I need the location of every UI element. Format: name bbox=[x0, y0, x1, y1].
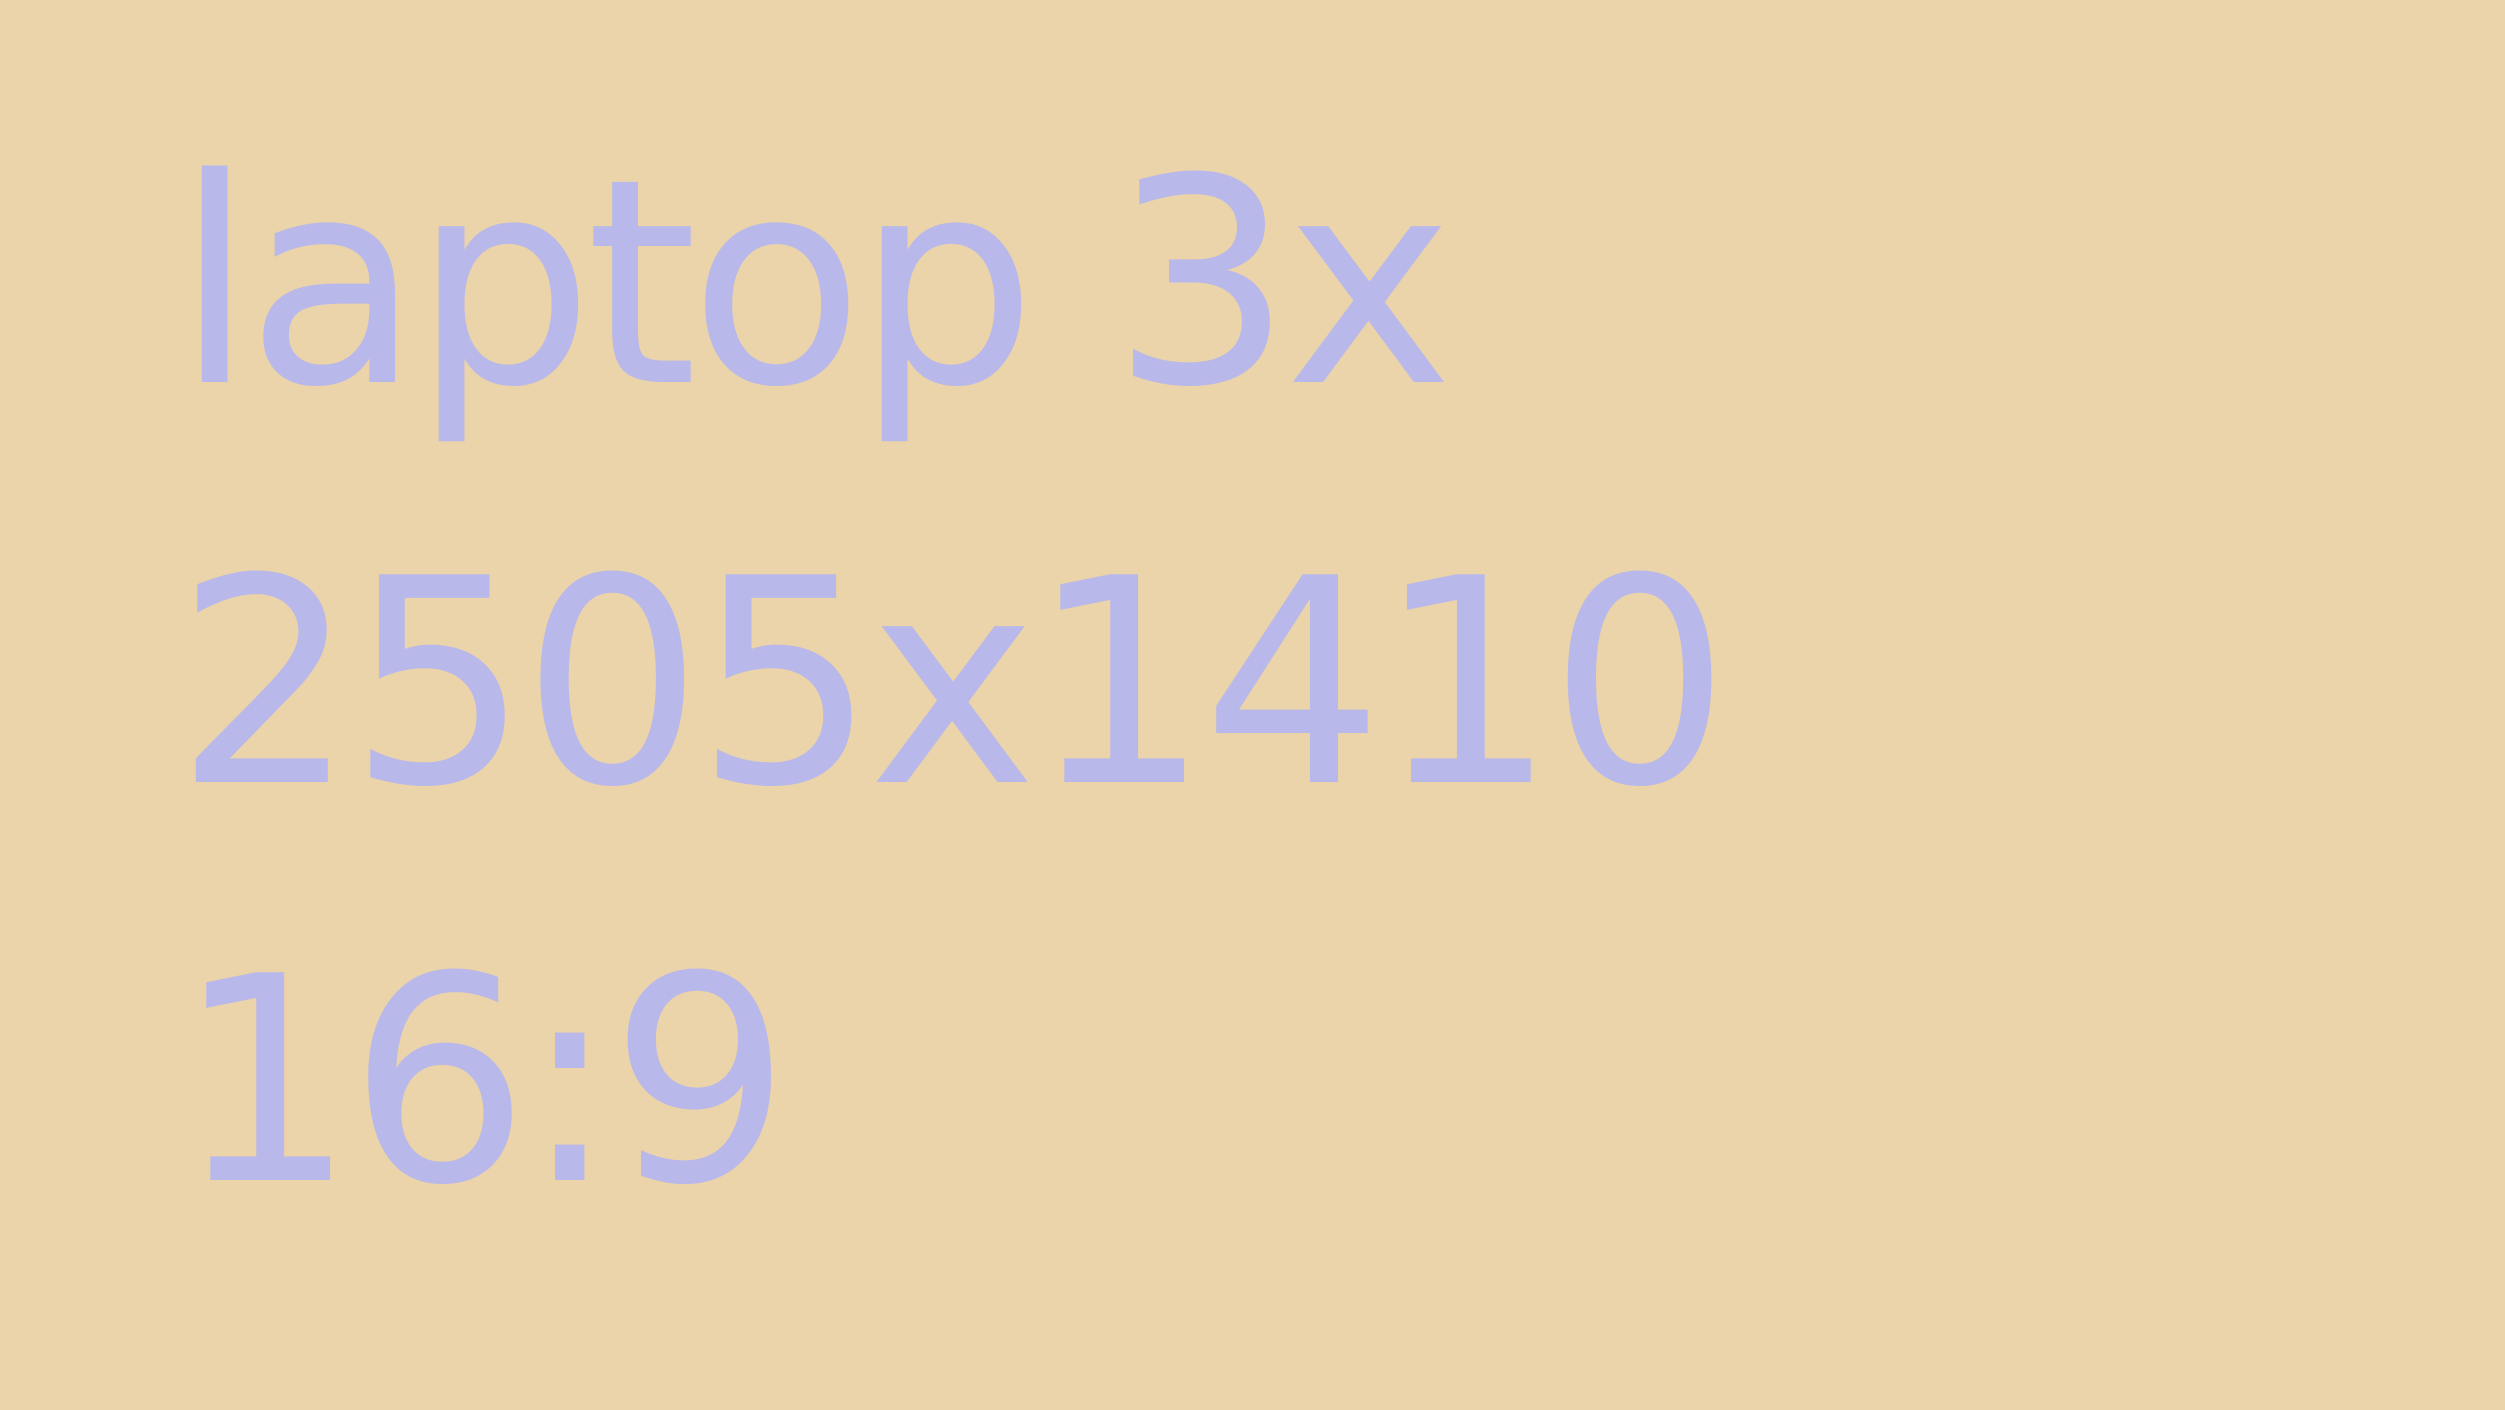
resolution-label: 2505x1410 bbox=[175, 518, 1730, 850]
device-label: laptop 3x bbox=[175, 118, 1453, 450]
aspect-ratio-label: 16:9 bbox=[175, 916, 791, 1248]
